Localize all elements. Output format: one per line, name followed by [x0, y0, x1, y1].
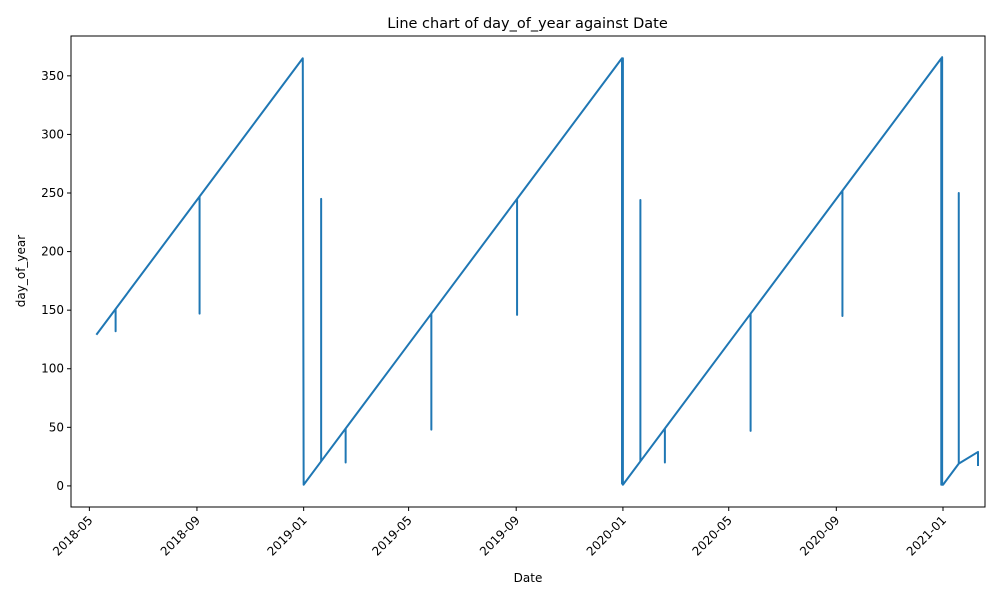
y-tick-label: 0 — [56, 479, 64, 493]
y-tick-label: 100 — [41, 362, 64, 376]
y-tick-label: 200 — [41, 245, 64, 259]
y-axis-ticks: 0 50 100 150 200 250 300 350 — [41, 69, 71, 493]
y-tick-label: 50 — [49, 420, 64, 434]
y-tick-label: 300 — [41, 127, 64, 141]
chart-title: Line chart of day_of_year against Date — [387, 16, 668, 32]
y-tick-label: 150 — [41, 303, 64, 317]
y-axis-label: day_of_year — [14, 235, 28, 307]
y-tick-label: 250 — [41, 186, 64, 200]
x-axis-label: Date — [514, 571, 543, 585]
plot-lines — [95, 56, 979, 486]
series-line-0 — [95, 56, 979, 486]
plot-area-frame — [70, 35, 986, 508]
y-tick-label: 350 — [41, 69, 64, 83]
